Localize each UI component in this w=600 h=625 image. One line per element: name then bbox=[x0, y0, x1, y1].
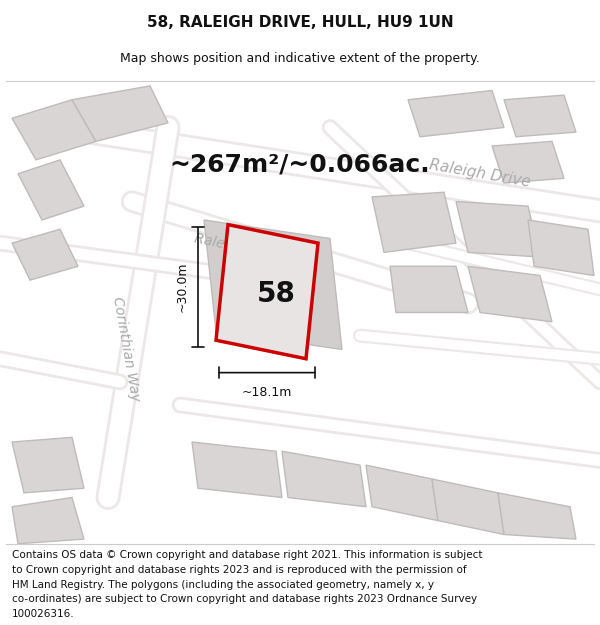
Polygon shape bbox=[366, 465, 438, 521]
Polygon shape bbox=[12, 229, 78, 280]
Text: Corinthian Way: Corinthian Way bbox=[110, 296, 142, 403]
Polygon shape bbox=[408, 91, 504, 137]
Polygon shape bbox=[528, 220, 594, 276]
Text: 58: 58 bbox=[257, 280, 295, 308]
Polygon shape bbox=[192, 442, 282, 498]
Polygon shape bbox=[468, 266, 552, 322]
Text: HM Land Registry. The polygons (including the associated geometry, namely x, y: HM Land Registry. The polygons (includin… bbox=[12, 579, 434, 589]
Text: co-ordinates) are subject to Crown copyright and database rights 2023 Ordnance S: co-ordinates) are subject to Crown copyr… bbox=[12, 594, 477, 604]
Polygon shape bbox=[282, 451, 366, 507]
Text: Map shows position and indicative extent of the property.: Map shows position and indicative extent… bbox=[120, 52, 480, 65]
Polygon shape bbox=[432, 479, 504, 534]
Text: 100026316.: 100026316. bbox=[12, 609, 74, 619]
Polygon shape bbox=[456, 201, 540, 257]
Polygon shape bbox=[492, 141, 564, 183]
Polygon shape bbox=[390, 266, 468, 312]
Polygon shape bbox=[216, 224, 318, 359]
Text: to Crown copyright and database rights 2023 and is reproduced with the permissio: to Crown copyright and database rights 2… bbox=[12, 565, 467, 575]
Polygon shape bbox=[498, 493, 576, 539]
Polygon shape bbox=[504, 95, 576, 137]
Polygon shape bbox=[12, 498, 84, 544]
Polygon shape bbox=[12, 438, 84, 493]
Text: ~30.0m: ~30.0m bbox=[176, 262, 189, 312]
Polygon shape bbox=[18, 160, 84, 220]
Polygon shape bbox=[204, 220, 342, 349]
Text: Raleigh Drive: Raleigh Drive bbox=[428, 158, 532, 190]
Text: ~267m²/~0.066ac.: ~267m²/~0.066ac. bbox=[170, 152, 430, 176]
Polygon shape bbox=[372, 192, 456, 253]
Polygon shape bbox=[12, 100, 96, 160]
Text: ~18.1m: ~18.1m bbox=[242, 386, 292, 399]
Polygon shape bbox=[72, 86, 168, 141]
Text: Contains OS data © Crown copyright and database right 2021. This information is : Contains OS data © Crown copyright and d… bbox=[12, 550, 482, 560]
Text: 58, RALEIGH DRIVE, HULL, HU9 1UN: 58, RALEIGH DRIVE, HULL, HU9 1UN bbox=[146, 15, 454, 30]
Text: Raleigh Drive: Raleigh Drive bbox=[193, 231, 287, 264]
